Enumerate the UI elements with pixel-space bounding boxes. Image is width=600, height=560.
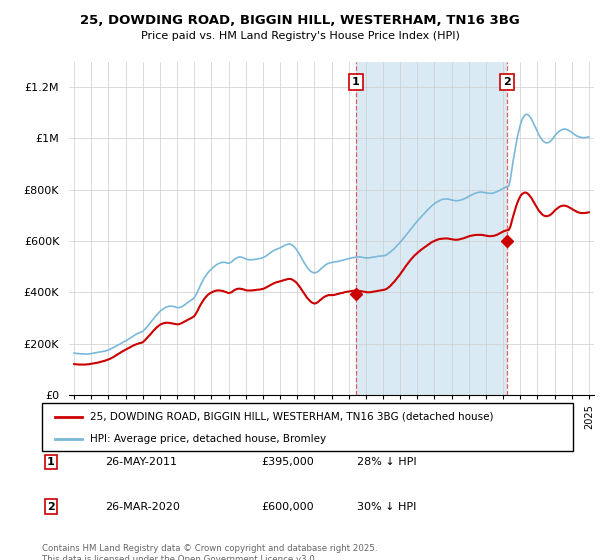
- Bar: [356, 62, 508, 395]
- Text: 26-MAY-2011: 26-MAY-2011: [105, 457, 177, 467]
- Text: 2: 2: [503, 77, 511, 87]
- Text: 1: 1: [47, 457, 55, 467]
- Text: £395,000: £395,000: [261, 457, 314, 467]
- Text: 1: 1: [352, 77, 359, 87]
- Text: 26-MAR-2020: 26-MAR-2020: [105, 502, 180, 512]
- Text: 25, DOWDING ROAD, BIGGIN HILL, WESTERHAM, TN16 3BG (detached house): 25, DOWDING ROAD, BIGGIN HILL, WESTERHAM…: [90, 412, 493, 422]
- Text: Price paid vs. HM Land Registry's House Price Index (HPI): Price paid vs. HM Land Registry's House …: [140, 31, 460, 41]
- Text: 30% ↓ HPI: 30% ↓ HPI: [357, 502, 416, 512]
- Text: £600,000: £600,000: [261, 502, 314, 512]
- Text: 28% ↓ HPI: 28% ↓ HPI: [357, 457, 416, 467]
- Text: 25, DOWDING ROAD, BIGGIN HILL, WESTERHAM, TN16 3BG: 25, DOWDING ROAD, BIGGIN HILL, WESTERHAM…: [80, 14, 520, 27]
- Text: HPI: Average price, detached house, Bromley: HPI: Average price, detached house, Brom…: [90, 434, 326, 444]
- Text: Contains HM Land Registry data © Crown copyright and database right 2025.
This d: Contains HM Land Registry data © Crown c…: [42, 544, 377, 560]
- Text: 2: 2: [47, 502, 55, 512]
